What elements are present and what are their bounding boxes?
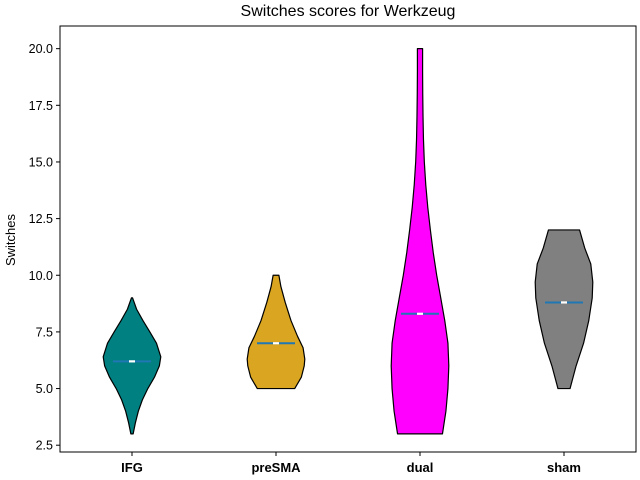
x-tick-label-IFG: IFG: [121, 460, 143, 475]
y-tick-label: 5.0: [36, 382, 53, 396]
violin-dual: [390, 48, 450, 435]
violins-group: [102, 48, 594, 435]
y-tick-label: 15.0: [29, 155, 53, 169]
means-group: [113, 301, 583, 363]
x-axis-ticks: IFG preSMA dual sham: [121, 452, 581, 475]
y-axis-label: Switches: [3, 213, 18, 266]
y-tick-label: 17.5: [29, 99, 53, 113]
y-tick-label: 2.5: [36, 439, 53, 453]
violin-preSMA: [246, 274, 306, 390]
x-tick-label-sham: sham: [547, 460, 581, 475]
x-tick-label-preSMA: preSMA: [251, 460, 301, 475]
violin-sham: [534, 229, 594, 390]
y-tick-label: 10.0: [29, 269, 53, 283]
y-axis-ticks: 2.5 5.0 7.5 10.0 12.5 15.0 17.5 20.0: [29, 42, 60, 453]
x-tick-label-dual: dual: [407, 460, 434, 475]
y-tick-label: 7.5: [36, 325, 53, 339]
chart-title: Switches scores for Werkzeug: [241, 3, 456, 20]
y-tick-label: 20.0: [29, 42, 53, 56]
y-tick-label: 12.5: [29, 212, 53, 226]
plot-frame: [59, 25, 637, 453]
violin-IFG: [102, 297, 162, 435]
